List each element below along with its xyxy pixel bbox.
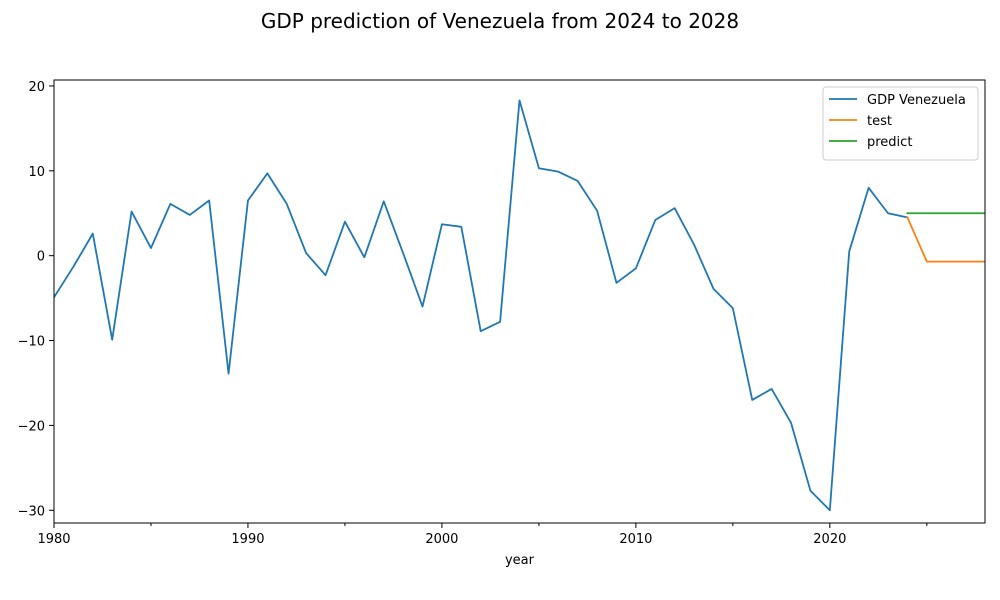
y-tick-label: 10 bbox=[28, 165, 45, 180]
legend-label: predict bbox=[867, 135, 912, 150]
x-axis-label: year bbox=[505, 553, 535, 568]
y-tick-label: −10 bbox=[18, 335, 45, 350]
x-tick-label: 2010 bbox=[619, 532, 652, 547]
series-line-test bbox=[906, 216, 985, 263]
series-line-gdp-venezuela bbox=[54, 99, 909, 512]
x-tick-label: 1980 bbox=[37, 532, 70, 547]
legend: GDP Venezuela test predict bbox=[822, 86, 979, 161]
chart-title: GDP prediction of Venezuela from 2024 to… bbox=[261, 9, 739, 33]
y-tick-label: −20 bbox=[18, 419, 45, 434]
x-tick-label: 2000 bbox=[425, 532, 458, 547]
legend-label: test bbox=[867, 114, 892, 129]
x-tick-label: 2020 bbox=[813, 532, 846, 547]
x-tick-label: 1990 bbox=[231, 532, 264, 547]
legend-box bbox=[822, 86, 979, 161]
plot-frame bbox=[53, 79, 986, 524]
y-tick-label: −30 bbox=[18, 504, 45, 519]
y-tick-label: 0 bbox=[37, 250, 45, 265]
legend-label: GDP Venezuela bbox=[867, 93, 966, 108]
y-tick-label: 20 bbox=[28, 80, 45, 95]
